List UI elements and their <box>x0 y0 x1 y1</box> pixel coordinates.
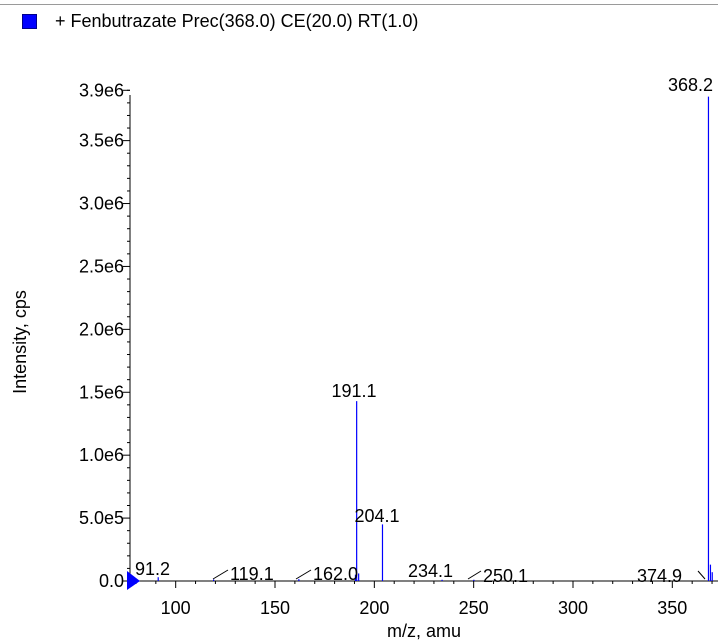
x-tick-label: 200 <box>359 598 389 618</box>
x-tick-label: 350 <box>657 598 687 618</box>
peak-label: 374.9 <box>637 566 682 586</box>
annotation-leader-line <box>697 570 706 580</box>
x-axis-label: m/z, amu <box>387 621 461 641</box>
x-tick-label: 250 <box>459 598 489 618</box>
legend-swatch <box>22 13 37 29</box>
y-ticks: 0.0 5.0e5 1.0e6 1.5e6 2.0e6 2.5e6 3.0e6 3.5e6 3.… <box>79 80 130 591</box>
legend: + Fenbutrazate Prec(368.0) CE(20.0) RT(1… <box>22 8 418 34</box>
y-tick-label: 2.0e6 <box>79 319 124 339</box>
peak-label: 191.1 <box>331 381 376 401</box>
y-tick-label: 2.5e6 <box>79 256 124 276</box>
legend-label: + Fenbutrazate Prec(368.0) CE(20.0) RT(1… <box>55 10 419 31</box>
y-tick-label: 5.0e5 <box>79 508 124 528</box>
y-tick-label: 1.5e6 <box>79 382 124 402</box>
y-tick-label: 3.9e6 <box>79 80 124 100</box>
x-tick-label: 150 <box>260 598 290 618</box>
peak-label: 368.2 <box>668 75 713 95</box>
x-tick-label: 300 <box>558 598 588 618</box>
peak-label: 234.1 <box>408 561 453 581</box>
y-tick-label: 1.0e6 <box>79 445 124 465</box>
y-tick-label: 3.5e6 <box>79 131 124 151</box>
peak-label: 204.1 <box>354 506 399 526</box>
peak-label: 119.1 <box>230 564 274 584</box>
y-tick-label: 3.0e6 <box>79 194 124 214</box>
x-ticks: 100 150 200 250 300 350 <box>135 581 713 618</box>
annotation-leader-line <box>467 570 482 580</box>
peak-label: 162.0 <box>313 564 358 584</box>
annotation-leader-line <box>212 569 229 580</box>
annotation-leader-line <box>295 569 312 580</box>
peak-annotations: 91.2 119.1 162.0 191.1 204.1 234.1 250.1 368.2 3… <box>135 75 713 586</box>
y-tick-label: 0.0 <box>99 571 124 591</box>
top-border-line <box>0 4 718 5</box>
baseline-marker-icon[interactable] <box>127 571 140 590</box>
peak-label: 250.1 <box>483 566 528 586</box>
peaks <box>157 96 713 581</box>
peak-label: 91.2 <box>135 559 170 579</box>
x-tick-label: 100 <box>161 598 191 618</box>
axes <box>129 95 718 582</box>
y-axis-label: Intensity, cps <box>10 290 30 394</box>
